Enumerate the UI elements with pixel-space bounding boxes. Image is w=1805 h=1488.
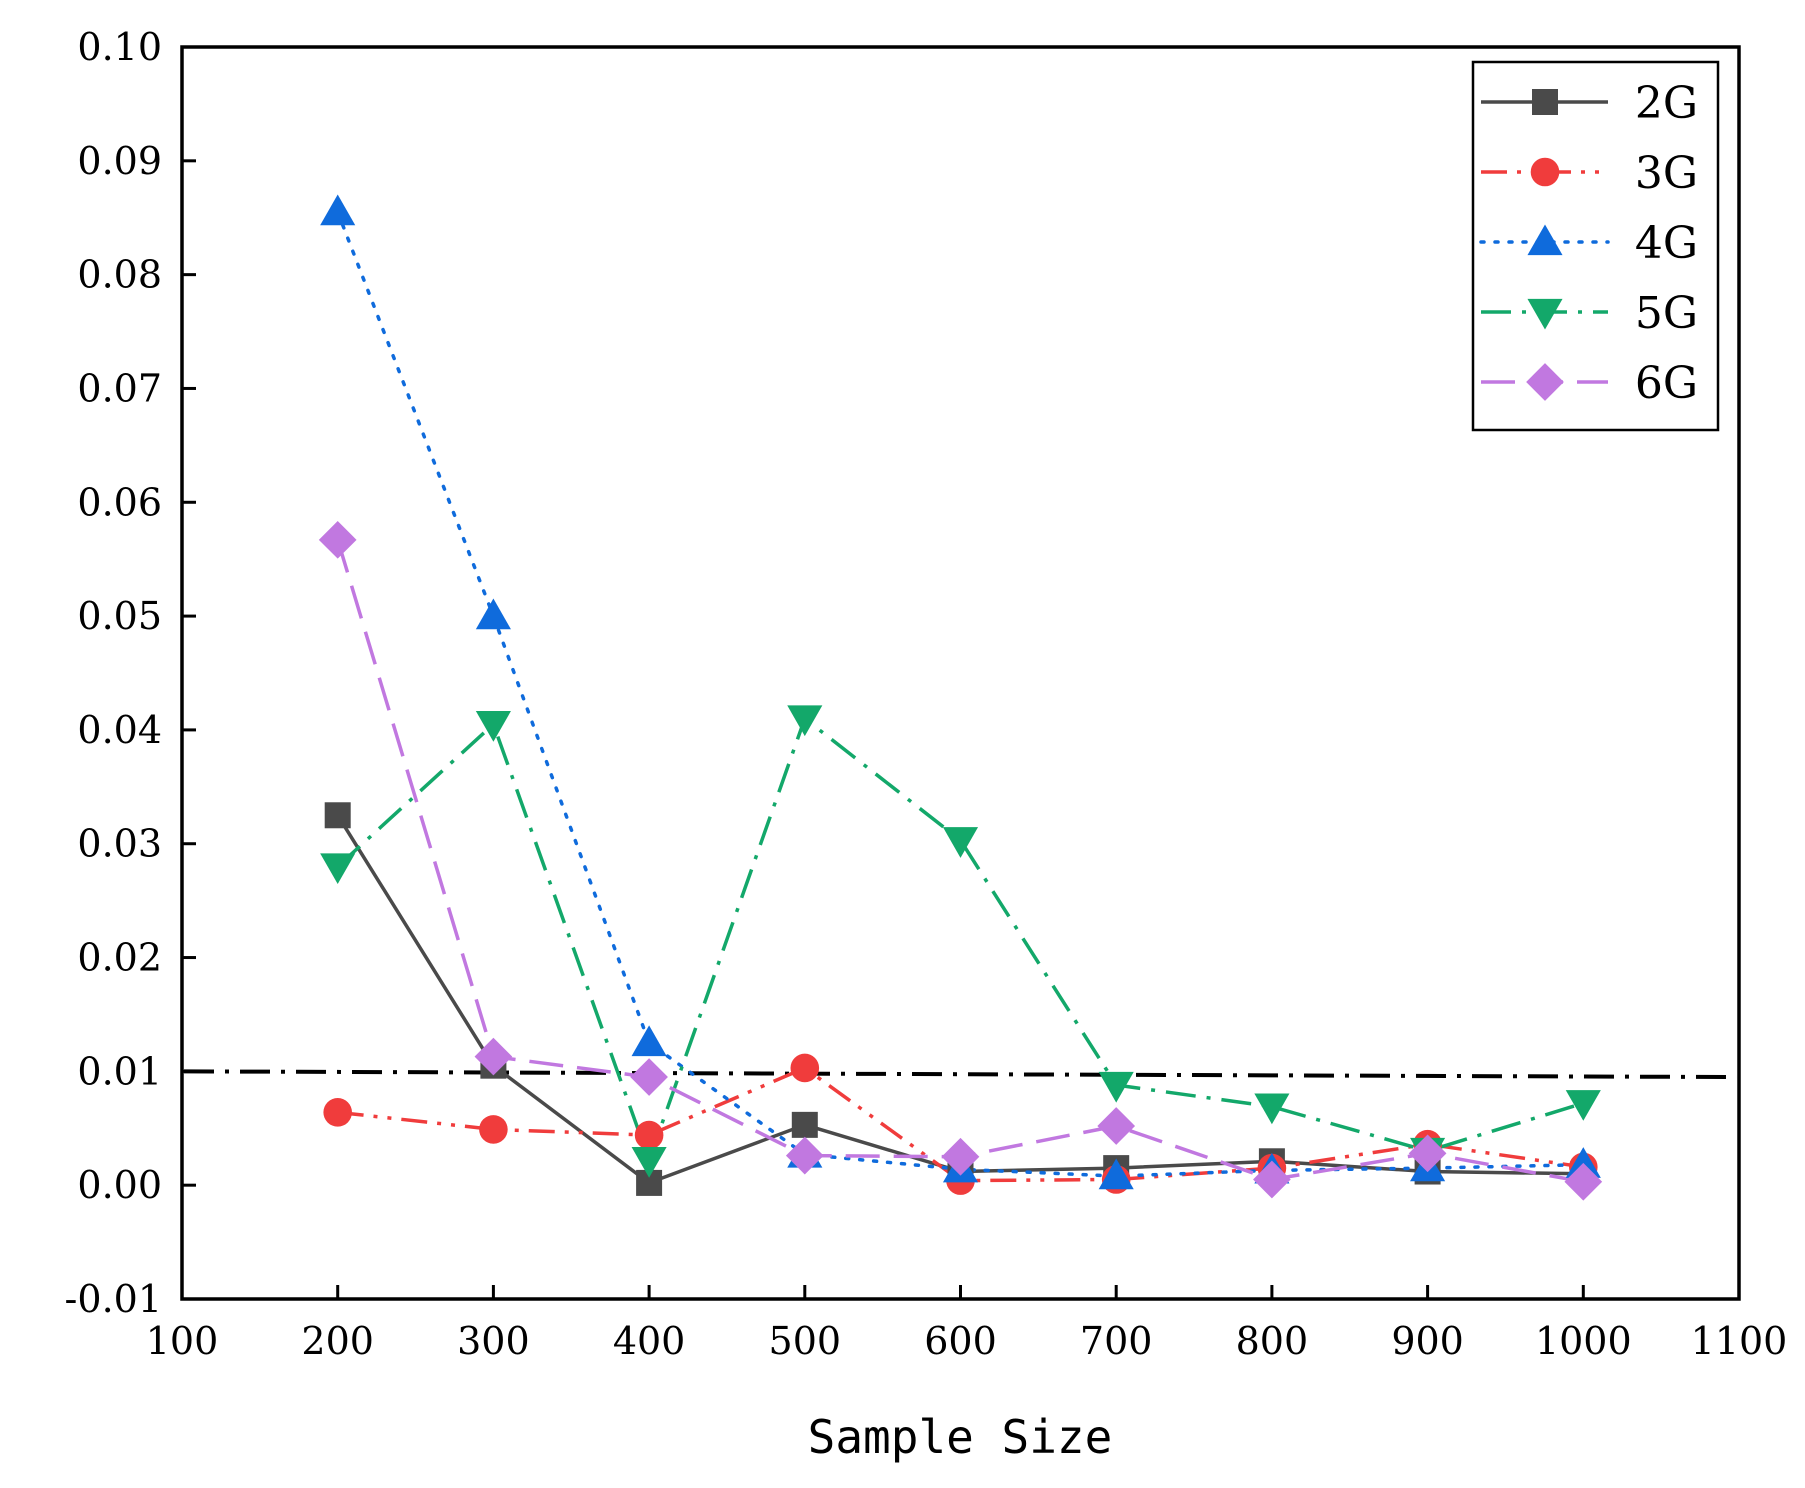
legend-label-3g: 3G	[1635, 148, 1698, 199]
series-line-3g	[337, 1066, 1584, 1183]
y-tick-label: 0.02	[77, 936, 162, 980]
legend-label-5g: 5G	[1635, 288, 1698, 339]
data-point-5g	[1565, 1090, 1601, 1121]
x-tick-label: 300	[457, 1319, 530, 1363]
y-tick-label: 0.09	[77, 139, 162, 183]
data-point-6g	[1564, 1162, 1603, 1201]
y-tick-label: 0.05	[77, 594, 162, 638]
x-axis-label: Sample Size	[808, 1410, 1113, 1464]
data-point-4g	[320, 194, 356, 226]
data-point-5g	[631, 1146, 667, 1178]
data-point-6g	[1253, 1160, 1291, 1199]
reference-line	[183, 1069, 1738, 1080]
data-point-6g	[785, 1136, 824, 1175]
data-point-3g	[790, 1053, 820, 1083]
legend-marker-6g	[1526, 363, 1564, 401]
legend-marker-4g	[1527, 224, 1563, 256]
data-point-4g	[631, 1025, 667, 1057]
series-line-2g	[336, 814, 1584, 1185]
x-tick-label: 500	[769, 1319, 842, 1363]
data-point-6g	[318, 520, 357, 559]
data-point-5g	[942, 827, 979, 858]
plot-marks	[183, 194, 1738, 1201]
data-point-2g	[324, 802, 351, 829]
data-point-5g	[475, 711, 511, 742]
legend-box	[1471, 60, 1720, 432]
data-point-6g	[630, 1058, 668, 1096]
data-point-4g	[1098, 1158, 1134, 1190]
data-point-5g	[320, 853, 356, 885]
y-tick-label: 0.08	[77, 253, 162, 297]
x-tick-label: 600	[924, 1319, 997, 1363]
series-line-6g	[336, 539, 1584, 1184]
data-point-5g	[1254, 1093, 1290, 1125]
y-tick-label: 0.00	[77, 1163, 162, 1207]
legend: 2G 3G 4G 5G 6G	[1471, 60, 1720, 432]
y-tick-label: 0.06	[77, 480, 162, 524]
x-tick-label: 200	[301, 1319, 374, 1363]
y-tick-label: 0.03	[77, 822, 162, 866]
data-point-3g	[323, 1098, 353, 1127]
legend-label-4g: 4G	[1635, 218, 1698, 269]
x-tick-label: 700	[1080, 1319, 1153, 1363]
data-point-3g	[479, 1115, 508, 1144]
x-tick-label: 800	[1236, 1319, 1309, 1363]
y-tick-label: 0.10	[77, 25, 162, 69]
x-tick-label: 900	[1391, 1319, 1464, 1363]
series-line-5g	[336, 716, 1584, 1162]
legend-marker-5g	[1527, 298, 1563, 330]
legend-marker-2g	[1532, 89, 1558, 115]
y-tick-label: 0.01	[77, 1049, 162, 1093]
data-point-6g	[1097, 1107, 1136, 1145]
data-point-5g	[787, 705, 823, 737]
legend-label-6g: 6G	[1635, 358, 1698, 409]
series-line-4g	[335, 210, 1586, 1178]
data-point-6g	[941, 1137, 980, 1176]
x-tick-label: 1000	[1535, 1319, 1632, 1363]
x-tick-label: 1100	[1691, 1319, 1788, 1363]
data-point-2g	[791, 1111, 818, 1138]
y-tick-label: -0.01	[65, 1277, 162, 1321]
legend-label-2g: 2G	[1635, 78, 1698, 129]
data-point-4g	[1565, 1147, 1601, 1178]
data-point-5g	[1098, 1071, 1134, 1103]
x-tick-label: 100	[146, 1319, 219, 1363]
axes: 100 200 300 400 500 600 700 800 900 1000 1100 -0.01…	[65, 25, 1788, 1363]
data-point-6g	[1408, 1134, 1447, 1173]
legend-marker-3g	[1530, 157, 1560, 187]
x-tick-label: 400	[613, 1319, 686, 1363]
y-tick-label: 0.04	[77, 708, 162, 752]
y-tick-label: 0.07	[77, 366, 162, 410]
data-point-6g	[474, 1037, 513, 1076]
data-point-4g	[475, 598, 511, 630]
data-point-3g	[634, 1120, 664, 1150]
